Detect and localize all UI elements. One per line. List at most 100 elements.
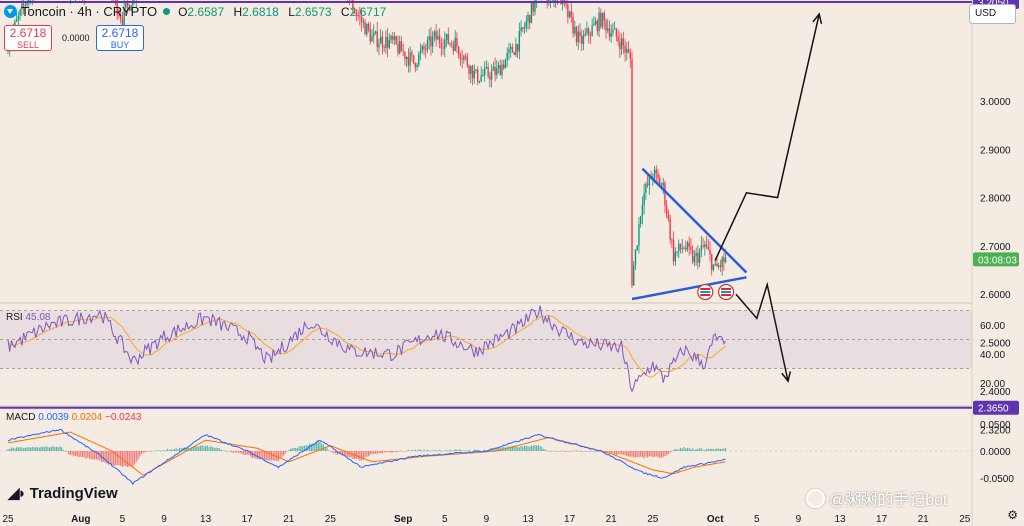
macd-histogram-bar xyxy=(328,450,330,452)
macd-histogram-bar xyxy=(333,451,335,454)
candle-body xyxy=(459,54,462,60)
macd-histogram-bar xyxy=(78,451,80,458)
symbol-header[interactable]: Toncoin · 4h · CRYPTO O2.6587 H2.6818 L2… xyxy=(4,4,392,19)
macd-histogram-bar xyxy=(257,451,259,460)
macd-histogram-bar xyxy=(243,451,245,455)
macd-histogram-bar xyxy=(376,451,378,454)
candle-body xyxy=(21,3,23,10)
macd-histogram-bar xyxy=(692,448,694,451)
candle-body xyxy=(626,49,628,53)
rsi-axis-tick: 20.00 xyxy=(980,379,1005,390)
macd-histogram-bar xyxy=(530,445,533,451)
macd-histogram-bar xyxy=(652,451,654,458)
macd-histogram-bar xyxy=(378,451,380,454)
candle-body xyxy=(685,247,687,250)
ohlc-open-key: O xyxy=(178,4,188,19)
macd-histogram-bar xyxy=(659,451,661,458)
macd-histogram-bar xyxy=(673,449,675,451)
chart-settings-gear-icon[interactable]: ⚙ xyxy=(1007,508,1018,522)
macd-histogram-bar xyxy=(12,447,14,451)
macd-histogram-bar xyxy=(55,446,58,451)
currency-select[interactable]: USD xyxy=(969,4,1016,24)
macd-histogram-bar xyxy=(612,451,614,454)
time-axis-tick: 9 xyxy=(484,514,490,525)
candle-body xyxy=(496,68,498,76)
macd-histogram-bar xyxy=(201,445,203,451)
candle-body xyxy=(705,244,708,247)
rsi-legend[interactable]: RSI 45.08 xyxy=(6,312,50,323)
macd-histogram-bar xyxy=(50,446,52,451)
currency-label: USD xyxy=(975,8,997,19)
macd-signal-value: 0.0204 xyxy=(71,412,103,423)
rsi-name: RSI xyxy=(6,312,23,323)
candle-body xyxy=(605,20,607,31)
macd-histogram-bar xyxy=(326,448,328,451)
time-axis-tick: 25 xyxy=(2,514,14,525)
candle-body xyxy=(385,36,387,48)
macd-histogram-bar xyxy=(414,449,416,451)
buy-button[interactable]: 2.6718 BUY xyxy=(96,25,144,51)
symbol-title[interactable]: Toncoin · 4h · CRYPTO xyxy=(21,4,158,19)
macd-histogram-bar xyxy=(123,451,125,467)
macd-histogram-bar xyxy=(548,451,550,452)
macd-histogram-bar xyxy=(75,451,77,456)
macd-histogram-bar xyxy=(225,450,227,452)
macd-histogram-bar xyxy=(194,446,196,451)
macd-histogram-bar xyxy=(506,447,508,451)
candle-body xyxy=(350,0,352,1)
macd-histogram-bar xyxy=(388,451,390,453)
macd-histogram-bar xyxy=(26,447,28,451)
candle-body xyxy=(518,31,521,52)
candle-body xyxy=(419,50,422,54)
macd-histogram-bar xyxy=(28,446,30,451)
candle-body xyxy=(607,28,609,31)
macd-signal-line xyxy=(7,431,726,476)
candle-body xyxy=(570,11,573,17)
macd-histogram-bar xyxy=(132,451,134,468)
rsi-line xyxy=(7,305,727,393)
macd-histogram-bar xyxy=(577,451,579,452)
candle-body xyxy=(523,27,526,29)
candle-body xyxy=(362,21,365,23)
macd-histogram-bar xyxy=(664,451,666,457)
candle-body xyxy=(702,245,704,247)
macd-histogram-bar xyxy=(598,451,600,452)
candle-body xyxy=(717,265,720,267)
macd-histogram-bar xyxy=(263,451,266,461)
macd-histogram-bar xyxy=(208,447,210,451)
tradingview-logo[interactable]: ◢◗ TradingView xyxy=(8,484,118,503)
macd-histogram-bar xyxy=(151,451,153,452)
time-axis-tick: 13 xyxy=(834,514,846,525)
macd-histogram-bar xyxy=(671,451,673,452)
time-axis-tick: 5 xyxy=(120,514,126,525)
price-level-tag-bg xyxy=(973,400,1019,415)
macd-histogram-bar xyxy=(543,448,545,451)
candle-body xyxy=(466,56,469,66)
macd-histogram-bar xyxy=(321,443,323,451)
time-axis-tick: 25 xyxy=(325,514,337,525)
candle-body xyxy=(15,19,18,22)
sell-button[interactable]: 2.6718 SELL xyxy=(4,25,52,51)
macd-histogram-bar xyxy=(206,445,208,451)
macd-histogram-bar xyxy=(411,449,413,451)
macd-histogram-bar xyxy=(366,451,368,457)
macd-histogram-bar xyxy=(558,451,560,452)
macd-histogram-bar xyxy=(522,446,524,451)
macd-histogram-bar xyxy=(369,451,371,455)
macd-histogram-bar xyxy=(179,447,181,451)
macd-legend[interactable]: MACD 0.0039 0.0204 −0.0243 xyxy=(6,412,141,423)
macd-histogram-bar xyxy=(205,445,207,451)
macd-histogram-bar xyxy=(705,449,708,451)
macd-histogram-bar xyxy=(31,446,33,451)
macd-histogram-bar xyxy=(634,451,637,458)
macd-histogram-bar xyxy=(647,451,649,458)
candle-body xyxy=(392,36,394,40)
macd-histogram-bar xyxy=(444,450,446,452)
candle-body xyxy=(688,242,690,247)
macd-histogram-bar xyxy=(662,451,664,457)
candle-body xyxy=(563,0,566,2)
macd-histogram-bar xyxy=(80,451,82,457)
macd-histogram-bar xyxy=(244,451,247,455)
macd-histogram-bar xyxy=(102,451,104,462)
